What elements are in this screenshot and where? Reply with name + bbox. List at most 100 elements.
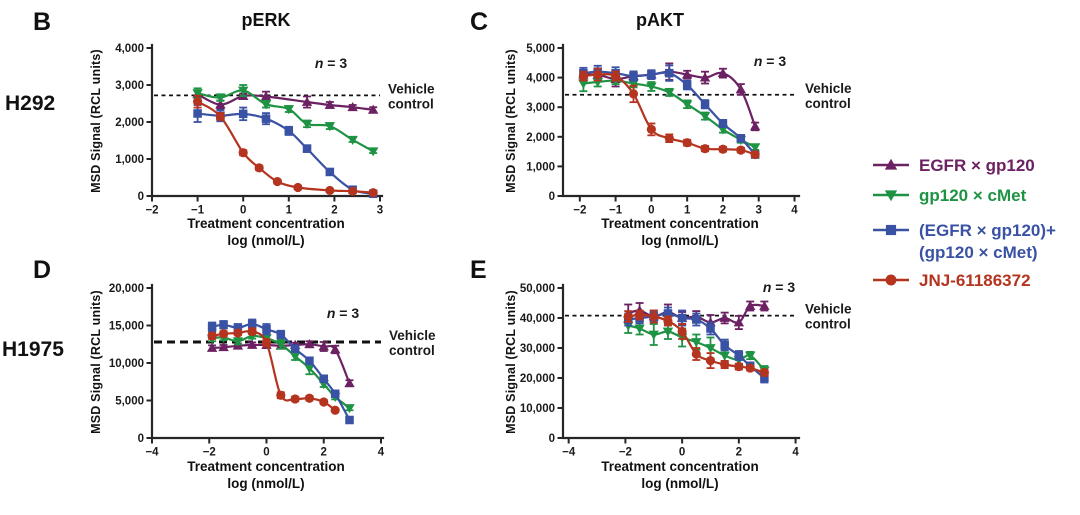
- series-C-4: [578, 67, 760, 160]
- series-B-1: [192, 89, 379, 114]
- y-tick-label-C: 5,000: [526, 43, 555, 55]
- x-tick-label-E: 2: [736, 447, 742, 459]
- x-tick-label-E: −4: [562, 447, 576, 459]
- x-tick-label-D: 0: [263, 447, 269, 459]
- y-tick-label-D: 15,000: [109, 321, 144, 333]
- x-axis-label-b-line1: Treatment concentration: [187, 216, 345, 231]
- series-D-2: [206, 332, 355, 414]
- x-tick-label-D: 4: [378, 447, 385, 459]
- x-tick-label-B: 1: [286, 205, 293, 217]
- x-axis-label-d-line2: log (nmol/L): [227, 476, 305, 491]
- x-axis-label-e-line1: Treatment concentration: [601, 459, 759, 474]
- legend-item-egfr-gp120: EGFR × gp120: [872, 155, 1035, 177]
- series-D-3: [207, 318, 354, 425]
- y-tick-label-E: 40,000: [520, 313, 555, 325]
- vehicle-control-label-E: control: [805, 317, 851, 332]
- y-tick-label-B: 3,000: [115, 80, 144, 92]
- vehicle-control-label-B: Vehicle: [388, 81, 435, 96]
- x-tick-label-B: 3: [377, 205, 383, 217]
- chart-panel-D: 0 5,000 10,000 15,000 20,000 −4 −2 0 2 4 Vehicleco…: [109, 283, 436, 459]
- x-tick-label-B: 0: [240, 205, 246, 217]
- panel-letter-e: E: [470, 256, 487, 284]
- y-tick-label-C: 4,000: [526, 73, 555, 85]
- y-axis-label-c: MSD Signal (RCL units): [504, 49, 518, 193]
- series-B-4: [193, 94, 378, 198]
- vehicle-control-label-C: control: [805, 96, 851, 111]
- y-axis-label-b: MSD Signal (RCL units): [89, 49, 103, 193]
- legend-label-egfr-gp120: EGFR × gp120: [919, 156, 1035, 175]
- legend-marker-gp120-cmet-icon: [873, 190, 909, 202]
- x-axis-label-c: Treatment concentration log (nmol/L): [580, 215, 780, 249]
- legend-item-jnj: JNJ-61186372: [872, 270, 1031, 292]
- x-axis-label-c-line2: log (nmol/L): [641, 233, 719, 248]
- legend-label-combo-line2: (gp120 × cMet): [919, 243, 1038, 262]
- x-tick-label-E: 4: [792, 447, 799, 459]
- panel-letter-d: D: [33, 256, 52, 284]
- panel-letter-b: B: [33, 8, 52, 36]
- legend-marker-egfr-gp120-icon: [873, 158, 909, 170]
- x-tick-label-C: 0: [648, 205, 654, 217]
- y-tick-label-E: 20,000: [520, 373, 555, 385]
- x-tick-label-C: 3: [756, 205, 762, 217]
- series-E-4: [623, 309, 769, 378]
- x-axis-label-d: Treatment concentration log (nmol/L): [166, 458, 366, 492]
- x-tick-label-D: −2: [203, 447, 216, 459]
- vehicle-control-label-D: Vehicle: [389, 328, 436, 343]
- y-tick-label-D: 20,000: [109, 283, 144, 295]
- panel-letter-c: C: [470, 8, 489, 36]
- y-tick-label-B: 4,000: [115, 43, 144, 55]
- x-tick-label-B: 2: [331, 205, 337, 217]
- y-tick-label-B: 1,000: [115, 154, 144, 166]
- x-tick-label-D: −4: [145, 447, 159, 459]
- y-tick-label-C: 1,000: [526, 161, 555, 173]
- n-count-label-B: n = 3: [315, 55, 348, 71]
- legend-item-gp120-cmet: gp120 × cMet: [872, 185, 1026, 207]
- legend-label-combo: (EGFR × gp120)+ (gp120 × cMet): [919, 220, 1056, 264]
- y-tick-label-D: 0: [138, 433, 144, 445]
- n-count-label-C: n = 3: [754, 53, 787, 69]
- x-axis-label-e: Treatment concentration log (nmol/L): [580, 458, 780, 492]
- y-tick-label-C: 3,000: [526, 102, 555, 114]
- series-B-2: [192, 84, 379, 157]
- x-axis-label-e-line2: log (nmol/L): [641, 476, 719, 491]
- x-axis-label-b-line2: log (nmol/L): [227, 233, 305, 248]
- x-axis-label-b: Treatment concentration log (nmol/L): [166, 215, 366, 249]
- series-D-4: [207, 326, 340, 415]
- y-axis-label-d: MSD Signal (RCL units): [89, 290, 103, 434]
- chart-panel-B: 0 1,000 2,000 3,000 4,000 −2 −1 0 1 2 3 Vehiclecont…: [115, 43, 435, 217]
- vehicle-control-label-C: Vehicle: [805, 81, 852, 96]
- n-count-label-E: n = 3: [763, 279, 796, 295]
- y-tick-label-D: 10,000: [109, 358, 144, 370]
- row-label-h1975: H1975: [2, 338, 64, 361]
- x-tick-label-C: 2: [720, 205, 726, 217]
- x-tick-label-C: −1: [609, 205, 623, 217]
- y-tick-label-D: 5,000: [115, 396, 144, 408]
- chart-panel-C: 0 1,000 2,000 3,000 4,000 5,000 −2 −1 0 1 2 3 4 Vehic…: [526, 43, 852, 217]
- x-tick-label-D: 2: [321, 447, 327, 459]
- y-tick-label-B: 0: [138, 191, 144, 203]
- legend-marker-combo-icon: [873, 224, 909, 236]
- x-tick-label-C: −2: [573, 205, 586, 217]
- y-tick-label-C: 2,000: [526, 132, 555, 144]
- title-pakt: pAKT: [636, 10, 684, 30]
- x-axis-label-d-line1: Treatment concentration: [187, 459, 345, 474]
- x-tick-label-E: −2: [619, 447, 632, 459]
- y-tick-label-E: 10,000: [520, 403, 555, 415]
- x-tick-label-E: 0: [679, 447, 685, 459]
- n-count-label-D: n = 3: [327, 305, 360, 321]
- vehicle-control-label-D: control: [389, 343, 435, 358]
- vehicle-control-label-B: control: [388, 96, 434, 111]
- legend-label-combo-line1: (EGFR × gp120)+: [919, 221, 1056, 240]
- y-tick-label-B: 2,000: [115, 117, 144, 129]
- y-tick-label-E: 0: [549, 433, 555, 445]
- x-tick-label-C: 4: [791, 205, 798, 217]
- legend-label-gp120-cmet: gp120 × cMet: [919, 186, 1027, 205]
- x-tick-label-C: 1: [684, 205, 691, 217]
- x-tick-label-B: −2: [145, 205, 158, 217]
- y-tick-label-E: 30,000: [520, 343, 555, 355]
- y-tick-label-C: 0: [549, 191, 555, 203]
- legend-label-jnj: JNJ-61186372: [919, 271, 1031, 290]
- x-axis-label-c-line1: Treatment concentration: [601, 216, 759, 231]
